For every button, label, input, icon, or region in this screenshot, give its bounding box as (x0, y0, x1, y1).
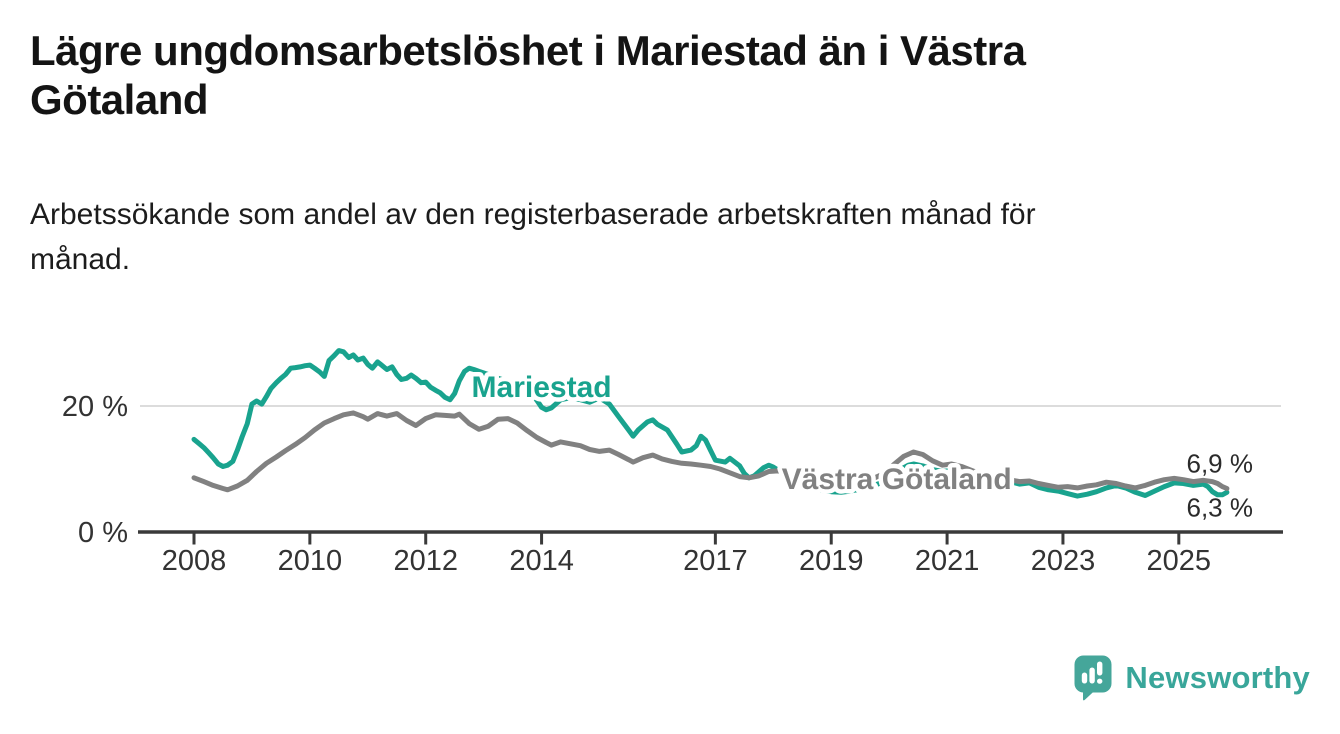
y-tick-label-20: 20 % (62, 391, 128, 423)
end-value-label-v-stra-g-taland: 6,9 % (1187, 449, 1254, 479)
x-tick-label-2014: 2014 (509, 545, 574, 577)
series-line-mariestad (191, 348, 1230, 499)
speech-bubble-bar-chart-icon (1074, 655, 1112, 701)
page-title-line-1: Lägre ungdomsarbetslöshet i Mariestad än… (30, 27, 1026, 74)
end-value-label-mariestad: 6,3 % (1187, 492, 1254, 522)
page-title: Lägre ungdomsarbetslöshet i Mariestad än… (30, 26, 1270, 124)
newsworthy-logo-text: Newsworthy (1125, 660, 1310, 695)
x-tick-label-2023: 2023 (1031, 545, 1096, 577)
x-tick-label-2017: 2017 (683, 545, 748, 577)
page-title-line-2: Götaland (30, 76, 209, 124)
series-label-mariestad: Mariestad (472, 371, 612, 404)
chart-subtitle-line-2: månad. (30, 243, 131, 276)
series-label-v-stra-g-taland: Västra Götaland (782, 463, 1012, 496)
x-tick-label-2012: 2012 (393, 545, 458, 577)
series-line-v-stra-g-taland (191, 410, 1230, 493)
newsworthy-branding: Newsworthy (1073, 654, 1310, 702)
x-tick-label-2008: 2008 (162, 545, 227, 577)
x-tick-label-2019: 2019 (799, 545, 864, 577)
chart-subtitle: Arbetssökande som andel av den registerb… (30, 192, 1270, 282)
x-tick-label-2025: 2025 (1147, 545, 1212, 577)
x-tick-label-2021: 2021 (915, 545, 980, 577)
chart-subtitle-line-1: Arbetssökande som andel av den registerb… (30, 198, 1036, 231)
y-tick-label-0: 0 % (78, 517, 128, 549)
x-tick-label-2010: 2010 (278, 545, 343, 577)
